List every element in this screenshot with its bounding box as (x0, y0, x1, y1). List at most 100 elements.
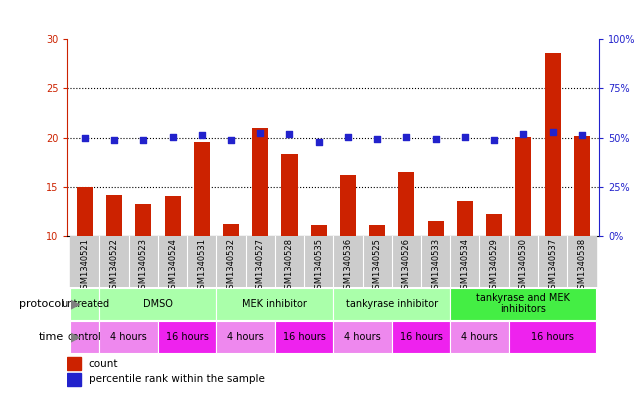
Point (138, 137, 149, 143)
Bar (479, 236, 509, 287)
Bar (333, 288, 450, 320)
Bar (421, 236, 450, 287)
Text: protocol: protocol (19, 299, 64, 309)
Bar (67, 357, 81, 369)
Text: MEK inhibitor: MEK inhibitor (242, 299, 307, 309)
Bar (71, 288, 99, 320)
Point (489, 137, 499, 143)
Text: DMSO: DMSO (143, 299, 173, 309)
Point (460, 134, 470, 140)
Point (255, 130, 265, 136)
Point (313, 139, 324, 145)
Text: GSM1340535: GSM1340535 (314, 238, 323, 294)
Point (226, 136, 236, 143)
Point (343, 134, 353, 140)
Bar (217, 236, 246, 287)
Bar (99, 321, 158, 353)
Point (431, 135, 441, 141)
Text: 4 hours: 4 hours (461, 332, 498, 342)
Bar (311, 225, 327, 334)
Bar (392, 236, 421, 287)
Bar (369, 225, 385, 334)
Bar (457, 201, 473, 334)
Text: ▶: ▶ (71, 297, 80, 310)
Text: GSM1340533: GSM1340533 (431, 238, 440, 294)
Point (197, 132, 207, 138)
Bar (99, 288, 217, 320)
Point (285, 130, 295, 137)
Bar (333, 236, 363, 287)
Bar (252, 128, 269, 334)
Text: GSM1340524: GSM1340524 (168, 238, 177, 294)
Text: 16 hours: 16 hours (166, 332, 208, 342)
Bar (450, 288, 596, 320)
Point (547, 129, 558, 135)
Bar (509, 236, 538, 287)
Text: GSM1340537: GSM1340537 (548, 238, 557, 294)
Bar (574, 136, 590, 334)
Text: GSM1340534: GSM1340534 (460, 238, 469, 294)
Bar (217, 288, 333, 320)
Bar (363, 236, 392, 287)
Bar (187, 236, 217, 287)
Bar (544, 53, 561, 334)
Bar (428, 221, 444, 334)
Bar (71, 236, 99, 287)
Bar (392, 321, 450, 353)
Bar (135, 204, 151, 334)
Point (79, 134, 90, 141)
Bar (217, 321, 275, 353)
Text: 16 hours: 16 hours (531, 332, 574, 342)
Text: GSM1340522: GSM1340522 (110, 238, 119, 294)
Point (372, 135, 382, 141)
Text: 4 hours: 4 hours (228, 332, 264, 342)
Text: 16 hours: 16 hours (283, 332, 326, 342)
Bar (450, 321, 509, 353)
Text: GSM1340538: GSM1340538 (578, 238, 587, 294)
Bar (509, 321, 596, 353)
Text: GSM1340536: GSM1340536 (344, 238, 353, 294)
Bar (486, 214, 502, 334)
Bar (304, 236, 333, 287)
Text: GSM1340527: GSM1340527 (256, 238, 265, 294)
Bar (67, 373, 81, 386)
Bar (246, 236, 275, 287)
Point (401, 134, 412, 140)
Point (109, 136, 119, 143)
Point (577, 132, 587, 138)
Text: percentile rank within the sample: percentile rank within the sample (88, 374, 265, 384)
Text: untreated: untreated (61, 299, 109, 309)
Bar (340, 175, 356, 334)
Text: GSM1340521: GSM1340521 (80, 238, 89, 294)
Bar (275, 236, 304, 287)
Text: 4 hours: 4 hours (110, 332, 147, 342)
Bar (77, 187, 93, 334)
Text: tankyrase inhibitor: tankyrase inhibitor (345, 299, 438, 309)
Text: GSM1340530: GSM1340530 (519, 238, 528, 294)
Bar (194, 142, 210, 334)
Bar (71, 321, 99, 353)
Bar (158, 321, 217, 353)
Bar (99, 236, 129, 287)
Text: control: control (68, 332, 102, 342)
Text: time: time (39, 332, 64, 342)
Text: 4 hours: 4 hours (344, 332, 381, 342)
Bar (333, 321, 392, 353)
Bar (165, 196, 181, 334)
Text: ▶: ▶ (71, 331, 80, 343)
Text: GSM1340528: GSM1340528 (285, 238, 294, 294)
Bar (538, 236, 567, 287)
Text: GSM1340523: GSM1340523 (139, 238, 148, 294)
Text: GSM1340531: GSM1340531 (197, 238, 206, 294)
Bar (129, 236, 158, 287)
Bar (281, 154, 297, 334)
Bar (223, 224, 239, 334)
Text: 16 hours: 16 hours (399, 332, 442, 342)
Bar (398, 172, 415, 334)
Text: GSM1340525: GSM1340525 (372, 238, 381, 294)
Text: GSM1340529: GSM1340529 (490, 238, 499, 294)
Text: tankyrase and MEK
inhibitors: tankyrase and MEK inhibitors (476, 293, 570, 314)
Bar (567, 236, 596, 287)
Bar (450, 236, 479, 287)
Text: GSM1340526: GSM1340526 (402, 238, 411, 294)
